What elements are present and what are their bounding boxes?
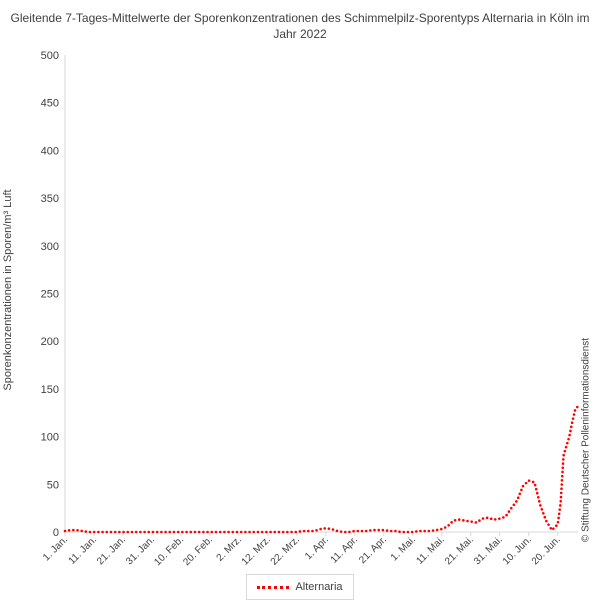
x-tick-label: 12. Mrz. [240,534,273,567]
y-tick-label: 100 [41,432,59,444]
y-tick-label: 250 [41,289,59,301]
legend-swatch [257,585,290,589]
copyright-credit: © Stiftung Deutscher Polleninformationsd… [580,337,592,543]
x-tick-label: 11. Jan. [67,534,99,566]
y-tick-label: 50 [47,479,59,491]
y-tick-label: 450 [41,98,59,110]
x-tick-label: 20. Feb. [181,534,215,568]
x-tick-label: 21. Jan. [95,534,128,567]
x-tick-label: 22. Mrz. [269,534,302,567]
x-tick-label: 1. Apr. [303,534,331,562]
x-tick-label: 11. Apr. [329,534,360,565]
y-tick-label: 500 [41,50,59,62]
x-tick-label: 21. Apr. [357,534,389,566]
x-tick-label: 10. Feb. [152,534,186,568]
series-line-alternaria [63,404,580,534]
x-tick-label: 11. Mai. [414,534,446,566]
y-ticks: 0 50 100 150 200 250 300 350 400 450 500 [41,50,59,539]
x-ticks: 1. Jan.11. Jan.21. Jan.31. Jan.10. Feb.2… [41,532,563,568]
x-tick-label: 10. Jun. [501,534,534,567]
y-tick-label: 200 [41,336,59,348]
y-tick-label: 0 [53,527,59,539]
y-tick-label: 150 [41,384,59,396]
x-tick-label: 31. Jan. [124,534,157,567]
legend-label-alternaria: Alternaria [295,581,343,593]
x-tick-label: 20. Jun. [530,534,563,567]
x-tick-label: 21. Mai. [443,534,476,567]
chart-title: Gleitende 7-Tages-Mittelwerte der Sporen… [10,11,590,41]
series-layer [63,404,580,534]
y-tick-label: 350 [41,193,59,205]
x-tick-label: 31. Mai. [472,534,505,567]
y-tick-label: 400 [41,145,59,157]
axes [64,55,578,533]
legend: Alternaria [246,574,354,600]
y-tick-label: 300 [41,241,59,253]
